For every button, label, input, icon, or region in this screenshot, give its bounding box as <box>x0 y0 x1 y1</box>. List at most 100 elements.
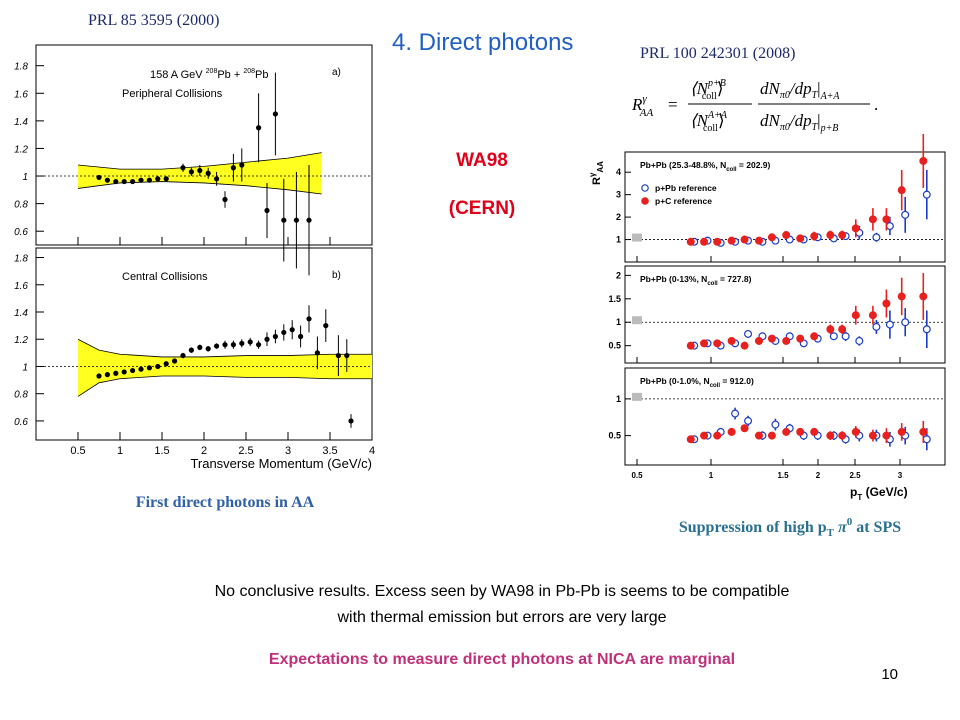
data-point <box>897 186 906 195</box>
x-axis-label: pT (GeV/c) <box>850 485 908 502</box>
caption-part: π <box>834 519 848 536</box>
reaction-part: 208 <box>206 68 218 75</box>
data-point <box>922 325 931 334</box>
label-part: Pb+Pb (25.3-48.8%, N <box>640 160 726 170</box>
data-point <box>826 231 835 240</box>
band-edge <box>77 181 322 195</box>
data-point <box>919 156 928 165</box>
x-tick-label: 0.5 <box>631 471 643 480</box>
data-point <box>130 178 136 185</box>
y-tick-label: 0.6 <box>14 417 28 428</box>
symbol: | <box>817 79 820 98</box>
formula-d2: dNπ0/dpT|p+B <box>760 111 838 134</box>
panel-label: Pb+Pb (0-1.0%, Ncoll = 912.0) <box>640 376 754 389</box>
data-point <box>113 178 119 185</box>
x-tick-label: 3 <box>898 471 903 480</box>
label-part: Pb+Pb (0-13%, N <box>640 274 707 284</box>
data-point <box>754 236 763 245</box>
label-part: T <box>857 493 862 502</box>
y-tick-label: 1 <box>616 394 621 404</box>
data-point <box>782 427 791 436</box>
symbol: dN <box>760 111 782 130</box>
data-point <box>740 341 749 350</box>
data-point <box>96 373 102 379</box>
data-point <box>197 167 203 174</box>
symbol: ⟩ <box>717 79 724 98</box>
x-axis-label: Transverse Momentum (GeV/c) <box>190 456 372 471</box>
data-point <box>754 336 763 345</box>
formula-n2: dNπ0/dpT|A+A <box>760 79 840 102</box>
data-point <box>314 350 320 356</box>
data-point <box>306 316 312 322</box>
legend-marker <box>641 184 649 192</box>
y-tick-label: 1.8 <box>14 62 28 73</box>
data-point <box>744 329 753 338</box>
data-point <box>222 342 228 348</box>
panel-tag: b) <box>332 270 341 281</box>
reference-right: PRL 100 242301 (2008) <box>640 45 795 62</box>
data-point <box>829 332 838 341</box>
left-figure: 0.6 0.8 1 1.2 1.4 1.6 1.8 a) Peripheral Collisio… <box>2 40 380 472</box>
data-point <box>180 352 186 359</box>
label-sub: AA <box>596 161 605 173</box>
data-point <box>163 176 169 182</box>
data-point <box>841 332 850 341</box>
data-point <box>851 224 860 233</box>
sub: π0 <box>780 90 790 101</box>
data-point <box>810 427 819 436</box>
formula: Rγ AA = ⟨Np+B coll⟩ ⟨NA+A coll⟩ dNπ0/dpT|A+… <box>631 78 878 134</box>
data-point <box>104 372 110 378</box>
data-point <box>868 311 877 320</box>
data-point <box>96 174 102 181</box>
reaction-part: Pb <box>255 69 268 81</box>
data-point <box>256 125 262 131</box>
data-point <box>155 363 161 370</box>
reference-left: PRL 85 3595 (2000) <box>88 12 219 29</box>
label-part: = 912.0) <box>720 376 754 386</box>
data-point <box>230 165 236 171</box>
data-point <box>885 320 894 329</box>
y-tick-label: 1.2 <box>14 144 28 155</box>
symbol: /dp <box>789 111 812 130</box>
data-point <box>348 418 354 424</box>
data-point <box>205 346 211 352</box>
data-point <box>700 237 709 246</box>
normalization-box <box>632 392 642 401</box>
sub: π0 <box>780 122 790 133</box>
caption-right: Suppression of high pT π0 at SPS <box>679 516 901 539</box>
data-point <box>197 344 203 351</box>
label-part: = 202.9) <box>737 160 771 170</box>
data-point <box>121 369 127 375</box>
data-point <box>882 431 891 440</box>
y-tick-label: 2 <box>616 212 621 222</box>
symbol: ⟨N <box>690 79 710 98</box>
label-part: R <box>591 177 603 185</box>
label-part: p <box>850 485 857 499</box>
data-point <box>686 435 695 444</box>
label-part: coll <box>726 167 737 173</box>
data-point <box>731 409 740 418</box>
data-point <box>298 333 304 340</box>
note-line: No conclusive results. Excess seen by WA… <box>215 583 790 600</box>
symbol: ⟩ <box>718 111 725 130</box>
reaction-part: Pb + <box>217 69 243 81</box>
sub: A+A <box>820 91 841 102</box>
data-point <box>796 234 805 243</box>
data-point <box>205 170 211 176</box>
x-tick-label: 1 <box>709 471 714 480</box>
data-point <box>188 347 194 353</box>
data-point <box>335 352 341 359</box>
data-point <box>796 427 805 436</box>
y-tick-label: 1.4 <box>14 308 28 319</box>
symbol: /dp <box>789 79 812 98</box>
y-tick-label: 3 <box>616 190 621 200</box>
normalization-box <box>632 316 642 325</box>
sup: A+A <box>707 110 728 121</box>
y-tick-label: 0.8 <box>14 200 28 211</box>
caption-part: Suppression of high p <box>679 519 827 536</box>
data-point <box>256 342 262 348</box>
x-tick-label: 4 <box>369 445 375 457</box>
caption-sup: 0 <box>847 516 853 528</box>
data-point <box>901 318 910 327</box>
